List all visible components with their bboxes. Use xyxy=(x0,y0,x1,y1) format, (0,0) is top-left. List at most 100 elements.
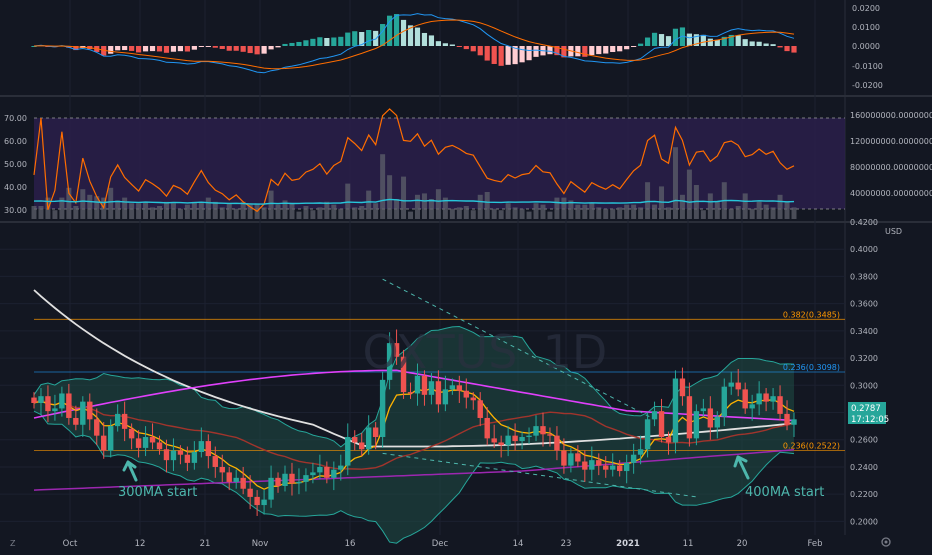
volume-bar xyxy=(387,175,393,219)
watermark-timeframe: 1D xyxy=(543,325,608,379)
candle-body xyxy=(31,397,37,403)
volume-bar xyxy=(275,204,281,219)
macd-histogram-bar xyxy=(156,46,163,52)
x-axis-label: 21 xyxy=(200,539,211,549)
candle-body xyxy=(156,442,163,450)
volume-bar xyxy=(638,207,644,219)
volume-bar xyxy=(714,201,720,219)
candle-body xyxy=(414,375,421,394)
macd-histogram-bar xyxy=(115,46,121,51)
macd-histogram-bar xyxy=(289,42,295,46)
macd-histogram-bar xyxy=(672,28,679,46)
candle-body xyxy=(365,427,372,450)
countdown-badge xyxy=(848,413,886,424)
rsi-left-tick: 30.00 xyxy=(4,206,27,215)
volume-bar xyxy=(568,200,574,219)
volume-bar xyxy=(317,207,323,219)
ma-violet xyxy=(33,449,795,491)
candle-body xyxy=(386,343,393,380)
volume-bar xyxy=(408,211,414,219)
last-price-badge xyxy=(848,402,886,413)
settings-icon[interactable] xyxy=(881,537,891,547)
z-icon[interactable]: Z xyxy=(10,539,16,548)
candle-body xyxy=(742,389,748,409)
volume-bar xyxy=(463,206,469,219)
macd-histogram-bar xyxy=(610,46,616,53)
volume-bar xyxy=(575,204,581,219)
macd-histogram-bar xyxy=(212,46,218,48)
candle-body xyxy=(568,453,574,466)
volume-bar xyxy=(596,207,602,219)
volume-bar xyxy=(582,204,588,219)
volume-bar xyxy=(226,203,232,219)
macd-histogram-bar xyxy=(624,46,630,50)
macd-histogram-bar xyxy=(575,46,581,57)
candle-body xyxy=(477,400,483,418)
macd-histogram-bar xyxy=(380,24,386,46)
macd-histogram-bar xyxy=(742,39,748,46)
volume-bar xyxy=(742,193,748,219)
macd-histogram-bar xyxy=(317,37,323,46)
candle-body xyxy=(498,442,504,446)
candle-body xyxy=(421,375,428,395)
candle-body xyxy=(198,441,205,452)
candle-body xyxy=(735,382,741,390)
volume-bar xyxy=(136,203,142,219)
volume-bar xyxy=(610,208,616,219)
volume-bar xyxy=(707,193,713,219)
candle-body xyxy=(672,378,679,443)
candle-body xyxy=(38,396,44,403)
volume-bar xyxy=(533,203,539,219)
price-tick-label: 0.2600 xyxy=(850,436,878,445)
candle-body xyxy=(665,437,672,443)
macd-histogram-bar xyxy=(477,46,483,56)
macd-histogram-bar xyxy=(519,46,525,63)
candle-body xyxy=(345,437,351,466)
price-panel: 0.382(0.3485) 0.236(0.3098) 0.236(0.2522) xyxy=(31,278,845,544)
candle-body xyxy=(268,477,274,500)
macd-tick-label: 0.0000 xyxy=(852,42,880,51)
candle-body xyxy=(526,435,532,438)
candle-body xyxy=(707,408,714,428)
macd-histogram-bar xyxy=(644,37,651,46)
volume-bar xyxy=(247,204,253,219)
rsi-right-tick: 40000000.00000000 xyxy=(850,189,932,198)
obv-line xyxy=(33,198,795,205)
candle-body xyxy=(338,465,344,470)
volume-bar xyxy=(526,211,532,219)
volume-bar xyxy=(512,207,518,219)
macd-histogram-bar xyxy=(129,46,135,51)
candle-body xyxy=(428,381,435,395)
candle-body xyxy=(400,356,407,393)
candle-body xyxy=(561,450,567,466)
volume-bar xyxy=(163,201,169,219)
rsi-right-tick: 160000000.00000000 xyxy=(850,111,932,120)
candle-body xyxy=(205,441,212,457)
candle-body xyxy=(449,385,456,390)
volume-bar xyxy=(324,201,330,219)
candle-body xyxy=(135,438,142,448)
macd-histogram-bar xyxy=(449,44,455,46)
candle-body xyxy=(261,499,267,506)
volume-bar xyxy=(603,208,609,219)
x-axis-label: Oct xyxy=(63,539,78,549)
volume-bar xyxy=(624,204,630,219)
macd-histogram-bar xyxy=(707,38,713,46)
candle-body xyxy=(73,417,79,425)
macd-histogram-bar xyxy=(631,46,637,47)
volume-bar xyxy=(115,200,121,219)
candle-body xyxy=(226,472,232,482)
candle-body xyxy=(791,419,797,425)
currency-label: USD xyxy=(885,227,902,236)
volume-bar xyxy=(491,208,497,219)
volume-bar xyxy=(672,147,678,219)
volume-bar xyxy=(310,210,316,219)
volume-bar xyxy=(31,206,37,219)
volume-bar xyxy=(519,208,525,219)
volume-bar xyxy=(784,201,790,219)
candle-body xyxy=(763,393,769,402)
x-axis-label: 2021 xyxy=(616,539,640,549)
candle-body xyxy=(317,466,323,473)
volume-bar xyxy=(686,169,692,219)
